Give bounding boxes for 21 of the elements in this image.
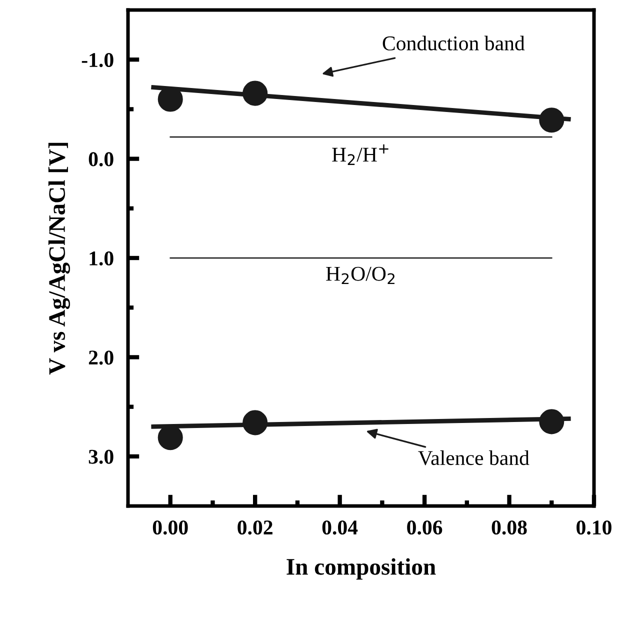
- y-tick-label: -1.0: [82, 52, 114, 68]
- x-tick-label: 0.00: [152, 520, 188, 535]
- point: [539, 409, 564, 434]
- x-tick-label: 0.08: [492, 520, 527, 535]
- y-tick-label: 0.0: [88, 152, 114, 166]
- ref-line-label: H$_{2}$O/O$_{2}$: [326, 266, 394, 284]
- x-axis-title: In composition: [286, 558, 436, 580]
- y-tick-label: 2.0: [88, 350, 114, 365]
- point: [242, 80, 268, 106]
- ref-line-label: H$_{2}$/H$^{+}$: [332, 144, 388, 165]
- x-tick-label: 0.10: [576, 520, 612, 535]
- point: [242, 410, 268, 436]
- annotation: Conduction band: [382, 36, 525, 50]
- y-tick-label: 1.0: [90, 251, 114, 266]
- y-axis-title: V vs Ag/AgCl/NaCl [V]: [48, 142, 70, 375]
- y-tick-label: 3.0: [88, 450, 114, 464]
- annotation: Valence band: [418, 450, 530, 466]
- x-tick-label: 0.04: [322, 520, 358, 535]
- x-tick-label: 0.02: [238, 520, 272, 535]
- point: [539, 108, 564, 133]
- x-tick-label: 0.06: [407, 520, 442, 535]
